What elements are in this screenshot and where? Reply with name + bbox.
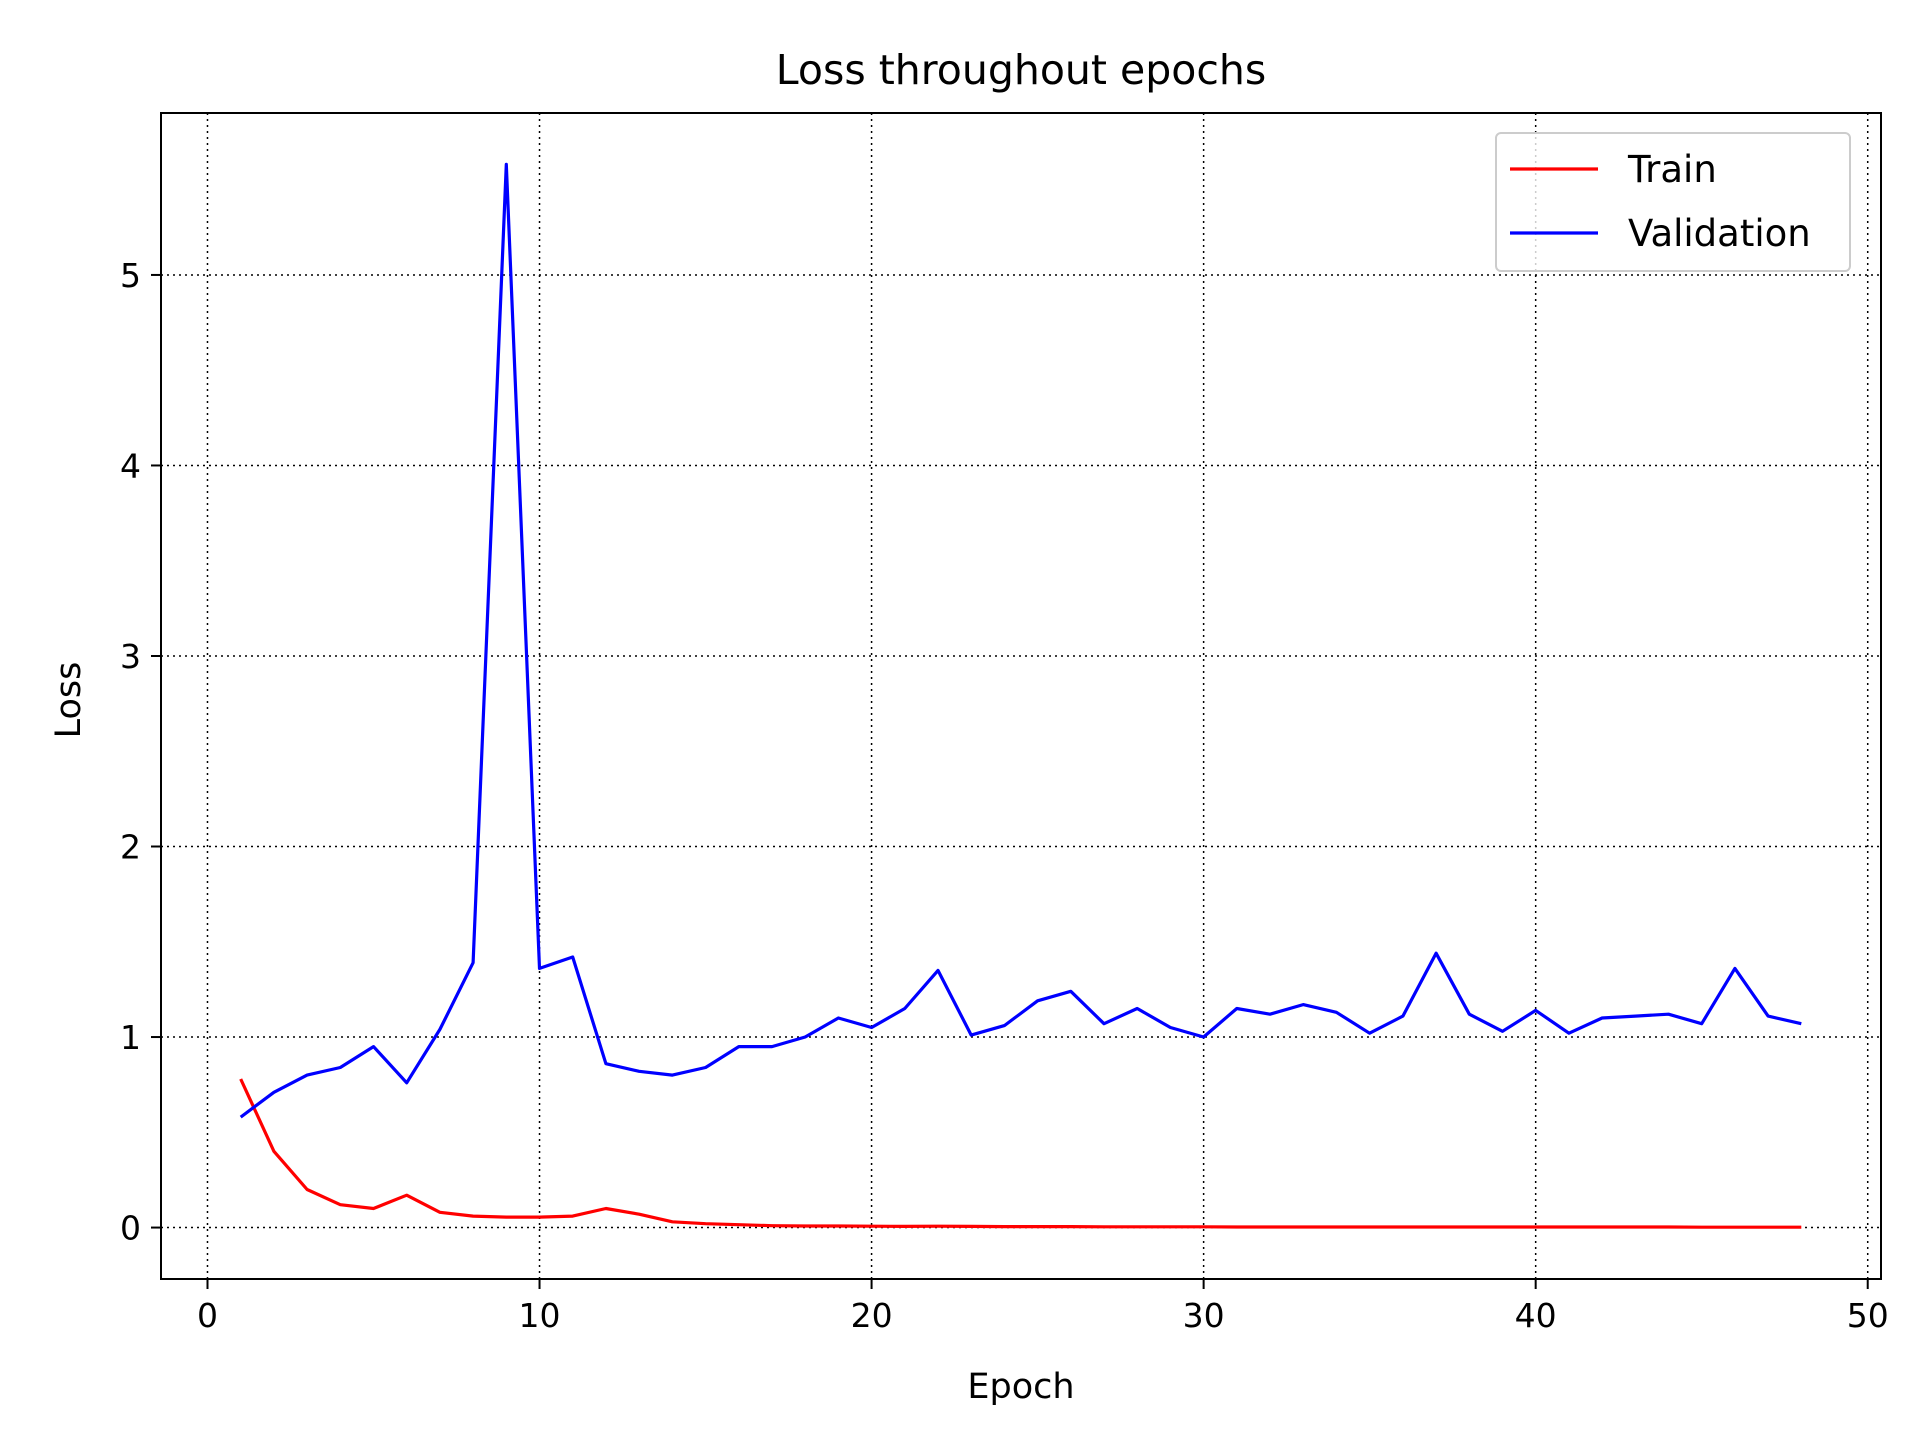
y-tick-label: 1 [120,1018,141,1057]
y-tick-label: 4 [120,446,141,485]
series-line-validation [239,162,1802,1119]
y-axis-title: Loss [49,662,89,739]
series-line-train [239,1078,1802,1229]
y-tick-label: 5 [120,256,141,295]
chart-title: Loss throughout epochs [776,46,1266,94]
plot-frame [160,112,1882,1280]
series-lines [239,162,1802,1229]
x-tick-label: 10 [519,1296,561,1335]
x-tick-label: 40 [1515,1296,1557,1335]
x-tick-label: 30 [1183,1296,1225,1335]
legend: Train Validation [1495,132,1851,272]
x-tick-label: 0 [197,1296,218,1335]
x-tick-label: 20 [851,1296,893,1335]
y-tick-label: 3 [120,637,141,676]
legend-label-validation: Validation [1628,212,1811,255]
y-axis-ticks: 0 1 2 3 4 5 [120,256,161,1248]
x-tick-label: 50 [1847,1296,1889,1335]
legend-label-train: Train [1627,148,1717,191]
x-axis-ticks: 0 10 20 30 40 50 [197,1279,1889,1335]
x-axis-title: Epoch [967,1367,1074,1407]
y-tick-label: 2 [120,828,141,867]
y-tick-label: 0 [120,1209,141,1248]
